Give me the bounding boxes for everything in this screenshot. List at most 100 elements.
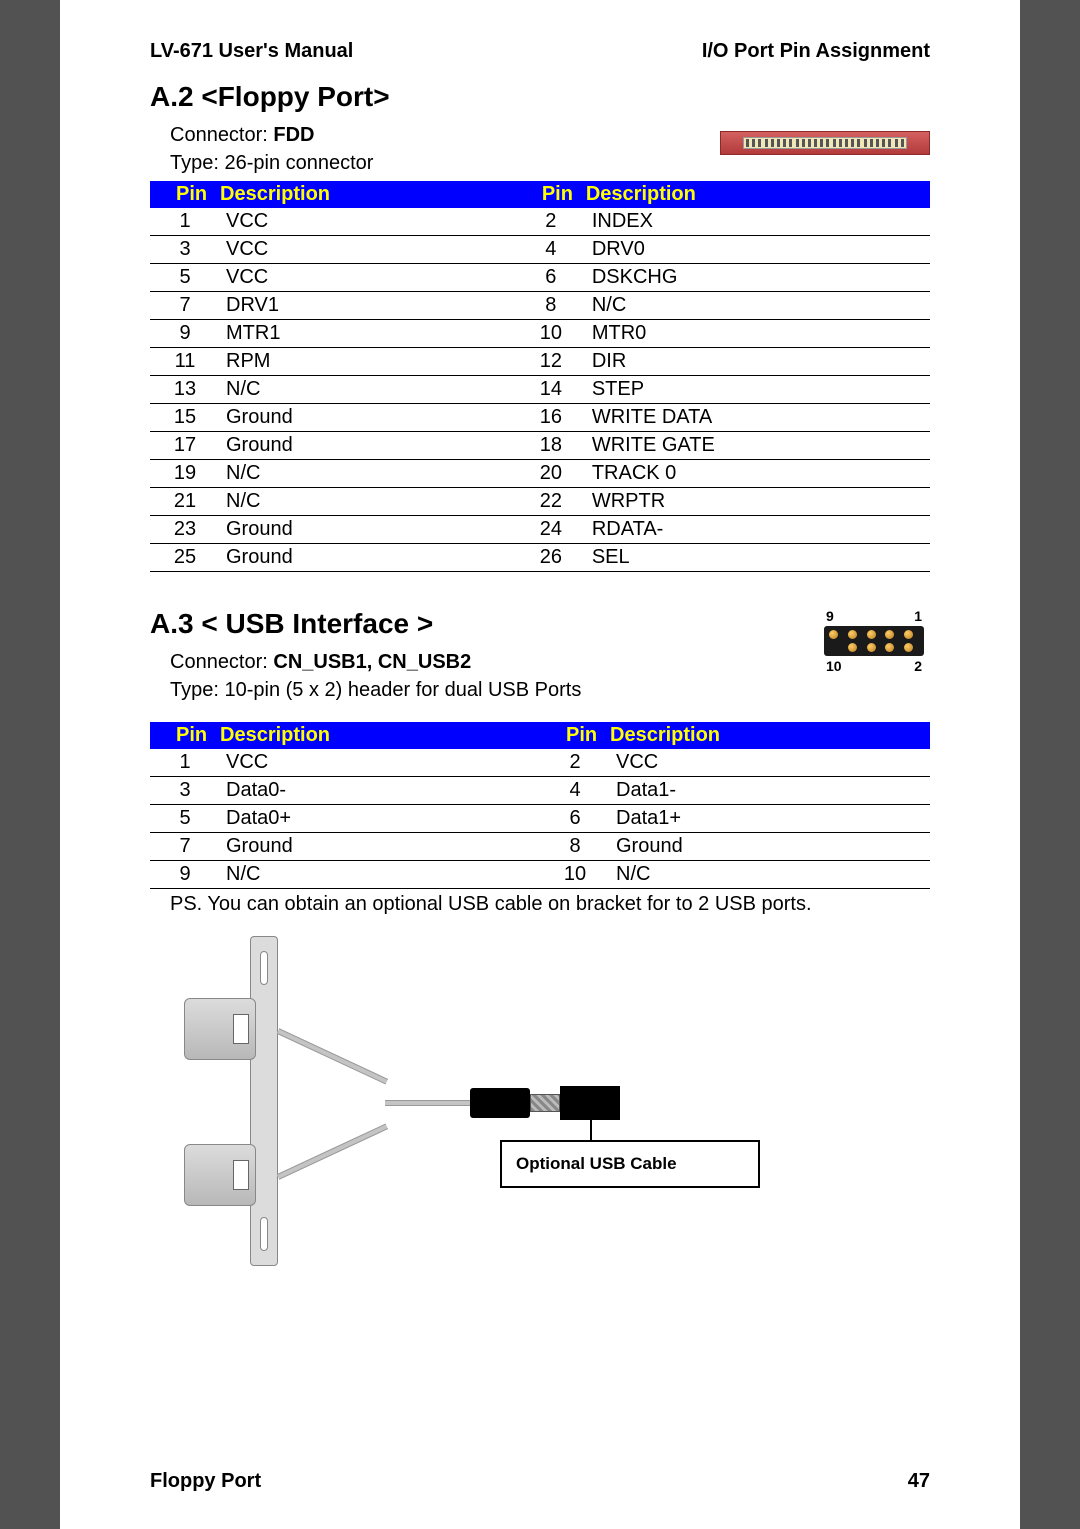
pin-cell: 21	[150, 488, 220, 516]
usb-cable-figure: Optional USB Cable	[210, 926, 810, 1296]
desc-cell: VCC	[220, 264, 516, 292]
desc-cell: VCC	[220, 236, 516, 264]
pin-cell: 25	[150, 544, 220, 572]
connector-label: Connector:	[170, 651, 273, 673]
table-row: 9N/C10N/C	[150, 861, 930, 889]
ferrite-icon	[470, 1088, 530, 1118]
page: LV-671 User's Manual I/O Port Pin Assign…	[60, 0, 1020, 1529]
desc-cell: SEL	[586, 544, 930, 572]
desc-cell: N/C	[220, 460, 516, 488]
table-row: 5VCC6DSKCHG	[150, 264, 930, 292]
table-row: 11RPM12DIR	[150, 348, 930, 376]
pin-label-10: 10	[826, 658, 842, 674]
table-header-row: Pin Description Pin Description	[150, 722, 930, 749]
pin-cell: 11	[150, 348, 220, 376]
table-row: 13N/C14STEP	[150, 376, 930, 404]
table-row: 7DRV18N/C	[150, 292, 930, 320]
fdd-connector-graphic	[720, 131, 930, 155]
usb-note: PS. You can obtain an optional USB cable…	[150, 893, 930, 916]
header-pin-dot	[885, 643, 894, 652]
table-row: 25Ground26SEL	[150, 544, 930, 572]
desc-cell: STEP	[586, 376, 930, 404]
pin-cell: 24	[516, 516, 586, 544]
pin-cell: 3	[150, 777, 220, 805]
header-pin-dot	[904, 630, 913, 639]
bracket-plate	[250, 936, 278, 1266]
desc-cell: Data0+	[220, 805, 540, 833]
table-row: 23Ground24RDATA-	[150, 516, 930, 544]
desc-cell: TRACK 0	[586, 460, 930, 488]
col-desc: Description	[220, 722, 540, 749]
col-pin: Pin	[516, 181, 586, 208]
pin-cell: 10	[540, 861, 610, 889]
desc-cell: WRPTR	[586, 488, 930, 516]
header-pin-dot	[885, 630, 894, 639]
desc-cell: Data0-	[220, 777, 540, 805]
desc-cell: Ground	[610, 833, 930, 861]
usb-connector-line: Connector: CN_USB1, CN_USB2	[150, 648, 930, 676]
pin-cell: 13	[150, 376, 220, 404]
pin-cell: 22	[516, 488, 586, 516]
table-row: 3VCC4DRV0	[150, 236, 930, 264]
header-pin-dot	[867, 643, 876, 652]
pin-cell: 15	[150, 404, 220, 432]
desc-cell: MTR0	[586, 320, 930, 348]
pin-cell: 3	[150, 236, 220, 264]
pin-label-2: 2	[914, 658, 922, 674]
col-pin: Pin	[150, 181, 220, 208]
desc-cell: Ground	[220, 833, 540, 861]
header-pin-dot	[848, 630, 857, 639]
pin-cell: 26	[516, 544, 586, 572]
cable	[277, 1124, 388, 1180]
desc-cell: Ground	[220, 404, 516, 432]
desc-cell: N/C	[586, 292, 930, 320]
desc-cell: Ground	[220, 516, 516, 544]
connector-value: FDD	[273, 124, 314, 146]
desc-cell: DRV0	[586, 236, 930, 264]
pin-cell: 12	[516, 348, 586, 376]
pin-cell: 5	[150, 264, 220, 292]
floppy-section-title: A.2 <Floppy Port>	[150, 81, 930, 113]
floppy-pin-table: Pin Description Pin Description 1VCC2IND…	[150, 181, 930, 572]
pin-label-1: 1	[914, 608, 922, 624]
pin-cell: 5	[150, 805, 220, 833]
pin-cell: 2	[540, 749, 610, 777]
col-desc: Description	[586, 181, 930, 208]
table-row: 3Data0-4Data1-	[150, 777, 930, 805]
pin-cell: 8	[540, 833, 610, 861]
table-row: 5Data0+6Data1+	[150, 805, 930, 833]
usb-pin-table: Pin Description Pin Description 1VCC2VCC…	[150, 722, 930, 889]
pin-cell: 1	[150, 208, 220, 236]
header: LV-671 User's Manual I/O Port Pin Assign…	[150, 40, 930, 63]
desc-cell: RDATA-	[586, 516, 930, 544]
desc-cell: DIR	[586, 348, 930, 376]
desc-cell: INDEX	[586, 208, 930, 236]
col-pin: Pin	[540, 722, 610, 749]
table-row: 21N/C22WRPTR	[150, 488, 930, 516]
pin-cell: 9	[150, 320, 220, 348]
footer-left: Floppy Port	[150, 1470, 261, 1493]
usb-section-title: A.3 < USB Interface >	[150, 608, 930, 640]
header-pin-dot	[904, 643, 913, 652]
desc-cell: VCC	[220, 749, 540, 777]
pin-cell: 6	[540, 805, 610, 833]
pin-cell: 16	[516, 404, 586, 432]
table-row: 1VCC2INDEX	[150, 208, 930, 236]
col-pin: Pin	[150, 722, 220, 749]
desc-cell: N/C	[610, 861, 930, 889]
table-row: 9MTR110MTR0	[150, 320, 930, 348]
pin-cell: 23	[150, 516, 220, 544]
pin-cell: 7	[150, 292, 220, 320]
header-pin-dot	[829, 643, 838, 652]
desc-cell: VCC	[220, 208, 516, 236]
col-desc: Description	[610, 722, 930, 749]
pin-cell: 1	[150, 749, 220, 777]
desc-cell: WRITE GATE	[586, 432, 930, 460]
header-pin-dot	[867, 630, 876, 639]
figure-label: Optional USB Cable	[500, 1140, 760, 1188]
usb-header-graphic: 9 1 10 2	[824, 608, 924, 674]
footer-right: 47	[908, 1470, 930, 1493]
pin-cell: 6	[516, 264, 586, 292]
cable-mesh-icon	[530, 1094, 560, 1112]
pin-cell: 4	[540, 777, 610, 805]
